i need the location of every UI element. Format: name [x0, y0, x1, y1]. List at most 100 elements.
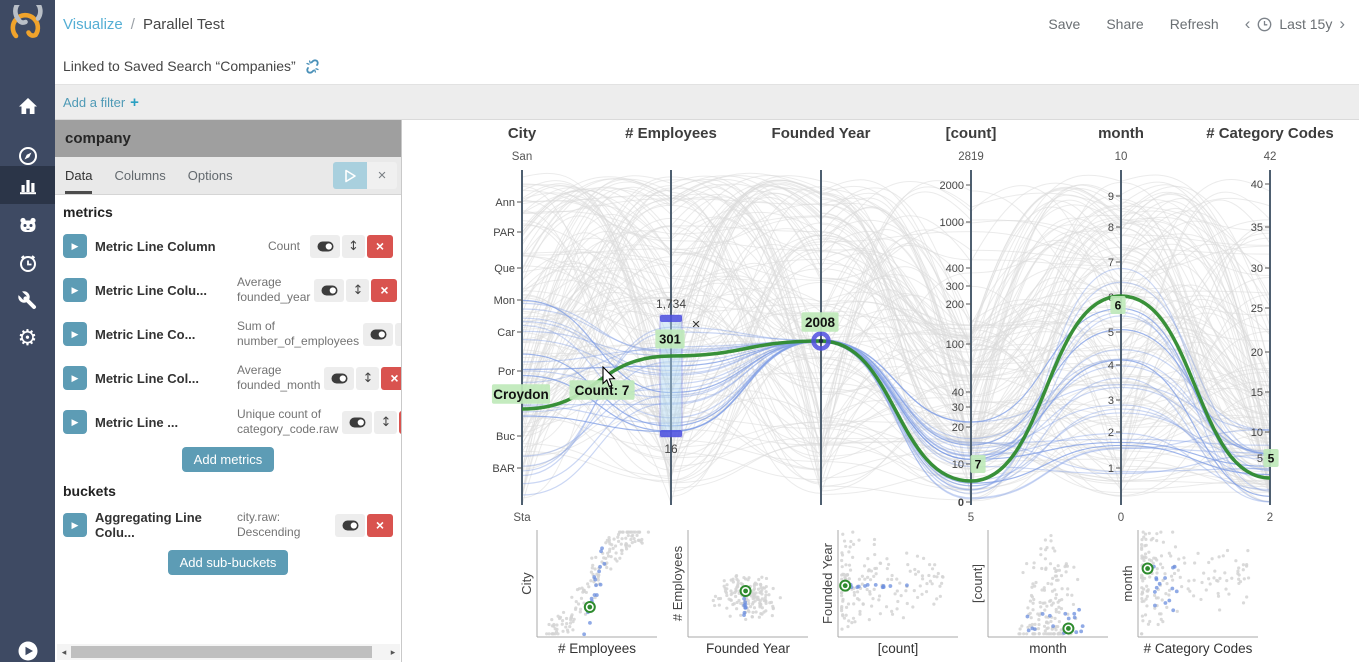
scatter-cell-[count][interactable]: Founded Year [count]	[820, 530, 958, 656]
tab-options[interactable]: Options	[187, 168, 233, 183]
tab-data[interactable]: Data	[65, 157, 93, 194]
reorder-agg-button[interactable]: ↕	[346, 278, 370, 302]
agg-label[interactable]: Aggregating Line Colu...	[95, 510, 202, 540]
index-pattern-name: company	[65, 130, 131, 147]
reorder-agg-button[interactable]: ↕	[395, 322, 401, 346]
discard-changes-button[interactable]: ×	[367, 162, 397, 189]
toggle-agg-button[interactable]	[335, 513, 365, 537]
agg-description: Sum of number_of_employees	[237, 319, 360, 348]
add-metrics-button[interactable]: Add metrics	[181, 447, 275, 472]
save-button[interactable]: Save	[1048, 16, 1081, 32]
unlink-icon[interactable]	[304, 58, 321, 75]
linked-search-label: Linked to Saved Search “Companies”	[63, 58, 296, 74]
scatter-cell-# Employees[interactable]: City # Employees	[519, 530, 657, 656]
selected-line[interactable]	[521, 294, 1271, 483]
toggle-agg-button[interactable]	[310, 234, 340, 258]
axis-title-month[interactable]: month	[1098, 125, 1144, 142]
add-filter-link[interactable]: Add a filter	[63, 94, 126, 110]
breadcrumb-visualize[interactable]: Visualize	[63, 15, 123, 33]
scrollbar-thumb[interactable]	[71, 646, 372, 658]
remove-agg-button[interactable]: ×	[399, 410, 401, 434]
nav-discover[interactable]	[0, 137, 55, 175]
nav-dashboard[interactable]	[0, 206, 55, 244]
selected-point-marker[interactable]	[811, 331, 831, 351]
nav-dev-tools[interactable]	[0, 282, 55, 320]
expand-agg-button[interactable]: ▶	[63, 278, 87, 302]
scroll-left-arrow[interactable]: ◂	[61, 646, 67, 657]
nav-management[interactable]: ⚙	[0, 320, 55, 358]
scroll-right-arrow[interactable]: ▸	[390, 646, 396, 657]
axis-tick-label: Buc	[496, 431, 515, 443]
siren-logo-icon[interactable]	[5, 0, 49, 49]
history-clock-icon	[19, 255, 36, 272]
axis-title-# Employees[interactable]: # Employees	[625, 125, 717, 142]
expand-agg-button[interactable]: ▶	[63, 234, 87, 258]
play-icon	[345, 169, 356, 182]
axis-tick-label: 0	[958, 497, 964, 509]
remove-agg-button[interactable]: ×	[381, 366, 401, 390]
brush-handle-bottom[interactable]	[660, 430, 682, 437]
scatter-x-label: # Employees	[558, 641, 636, 656]
axis-max-label: 2819	[958, 151, 984, 163]
nav-collapse-play[interactable]	[0, 632, 55, 662]
agg-label[interactable]: Metric Line Col...	[95, 370, 200, 386]
nav-timelion[interactable]	[0, 244, 55, 282]
nav-visualize[interactable]	[0, 166, 55, 204]
axis-tick-label: Ann	[495, 197, 515, 209]
time-back-button[interactable]: ‹	[1244, 14, 1251, 33]
reorder-agg-button[interactable]: ↕	[356, 366, 380, 390]
svg-text:301: 301	[659, 332, 681, 347]
nav-home[interactable]	[0, 87, 55, 125]
axis-title-[count][interactable]: [count]	[946, 125, 997, 142]
remove-agg-button[interactable]: ×	[367, 234, 393, 258]
clock-icon	[1257, 17, 1272, 31]
axis-tick-label: 9	[1108, 191, 1114, 203]
agg-label[interactable]: Metric Line Colu...	[95, 282, 207, 298]
axis-tick-label: 1000	[940, 217, 964, 229]
top-bar: Visualize / Parallel Test Save Share Ref…	[55, 0, 1359, 48]
reorder-agg-button[interactable]: ↕	[374, 410, 398, 434]
agg-label[interactable]: Metric Line Column	[95, 238, 216, 254]
toggle-agg-button[interactable]	[324, 366, 355, 390]
add-subbuckets-button[interactable]: Add sub-buckets	[167, 550, 289, 575]
remove-agg-button[interactable]: ×	[367, 513, 393, 537]
agg-label[interactable]: Metric Line Co...	[95, 326, 196, 342]
time-range-label[interactable]: Last 15y	[1279, 16, 1333, 32]
share-button[interactable]: Share	[1106, 16, 1144, 32]
expand-agg-button[interactable]: ▶	[63, 366, 87, 390]
play-circle-icon	[18, 641, 37, 661]
compass-icon	[18, 147, 37, 165]
gear-icon: ⚙	[17, 326, 38, 351]
scatter-y-label: [count]	[970, 564, 985, 603]
remove-agg-button[interactable]: ×	[371, 278, 398, 302]
toggle-agg-button[interactable]	[314, 278, 345, 302]
scatter-cell-month[interactable]: [count] month	[970, 530, 1108, 656]
tab-columns[interactable]: Columns	[114, 168, 166, 183]
expand-agg-button[interactable]: ▶	[63, 322, 87, 346]
reorder-agg-button[interactable]: ↕	[342, 234, 365, 258]
scatter-cell-Founded Year[interactable]: # Employees Founded Year	[670, 530, 808, 656]
axis-tick-label: Que	[494, 263, 515, 275]
brush-remove-button[interactable]: ×	[692, 316, 701, 333]
time-forward-button[interactable]: ›	[1339, 14, 1345, 33]
axis-title-City[interactable]: City	[508, 125, 537, 142]
add-filter-plus-icon[interactable]: +	[130, 93, 139, 111]
axis-tick-label: 35	[1251, 222, 1263, 234]
refresh-button[interactable]: Refresh	[1169, 16, 1219, 32]
axis-title-Founded Year[interactable]: Founded Year	[772, 125, 871, 142]
scatter-cell-# Category Codes[interactable]: month # Category Codes	[1120, 530, 1258, 656]
axis-title-# Category Codes[interactable]: # Category Codes	[1206, 125, 1334, 142]
axis-tick-label: 2000	[940, 180, 964, 192]
index-pattern-header[interactable]: company	[55, 120, 401, 157]
apply-changes-button[interactable]	[333, 162, 367, 189]
metrics-heading: metrics	[63, 204, 113, 220]
agg-label[interactable]: Metric Line ...	[95, 414, 179, 430]
toggle-agg-button[interactable]	[363, 322, 394, 346]
editor-horizontal-scrollbar[interactable]: ◂ ▸	[57, 644, 400, 660]
brush-handle-top[interactable]	[660, 315, 682, 322]
expand-agg-button[interactable]: ▶	[63, 410, 87, 434]
expand-agg-button[interactable]: ▶	[63, 513, 87, 537]
axis-tick-label: 8	[1108, 222, 1114, 234]
toggle-agg-button[interactable]	[342, 410, 373, 434]
